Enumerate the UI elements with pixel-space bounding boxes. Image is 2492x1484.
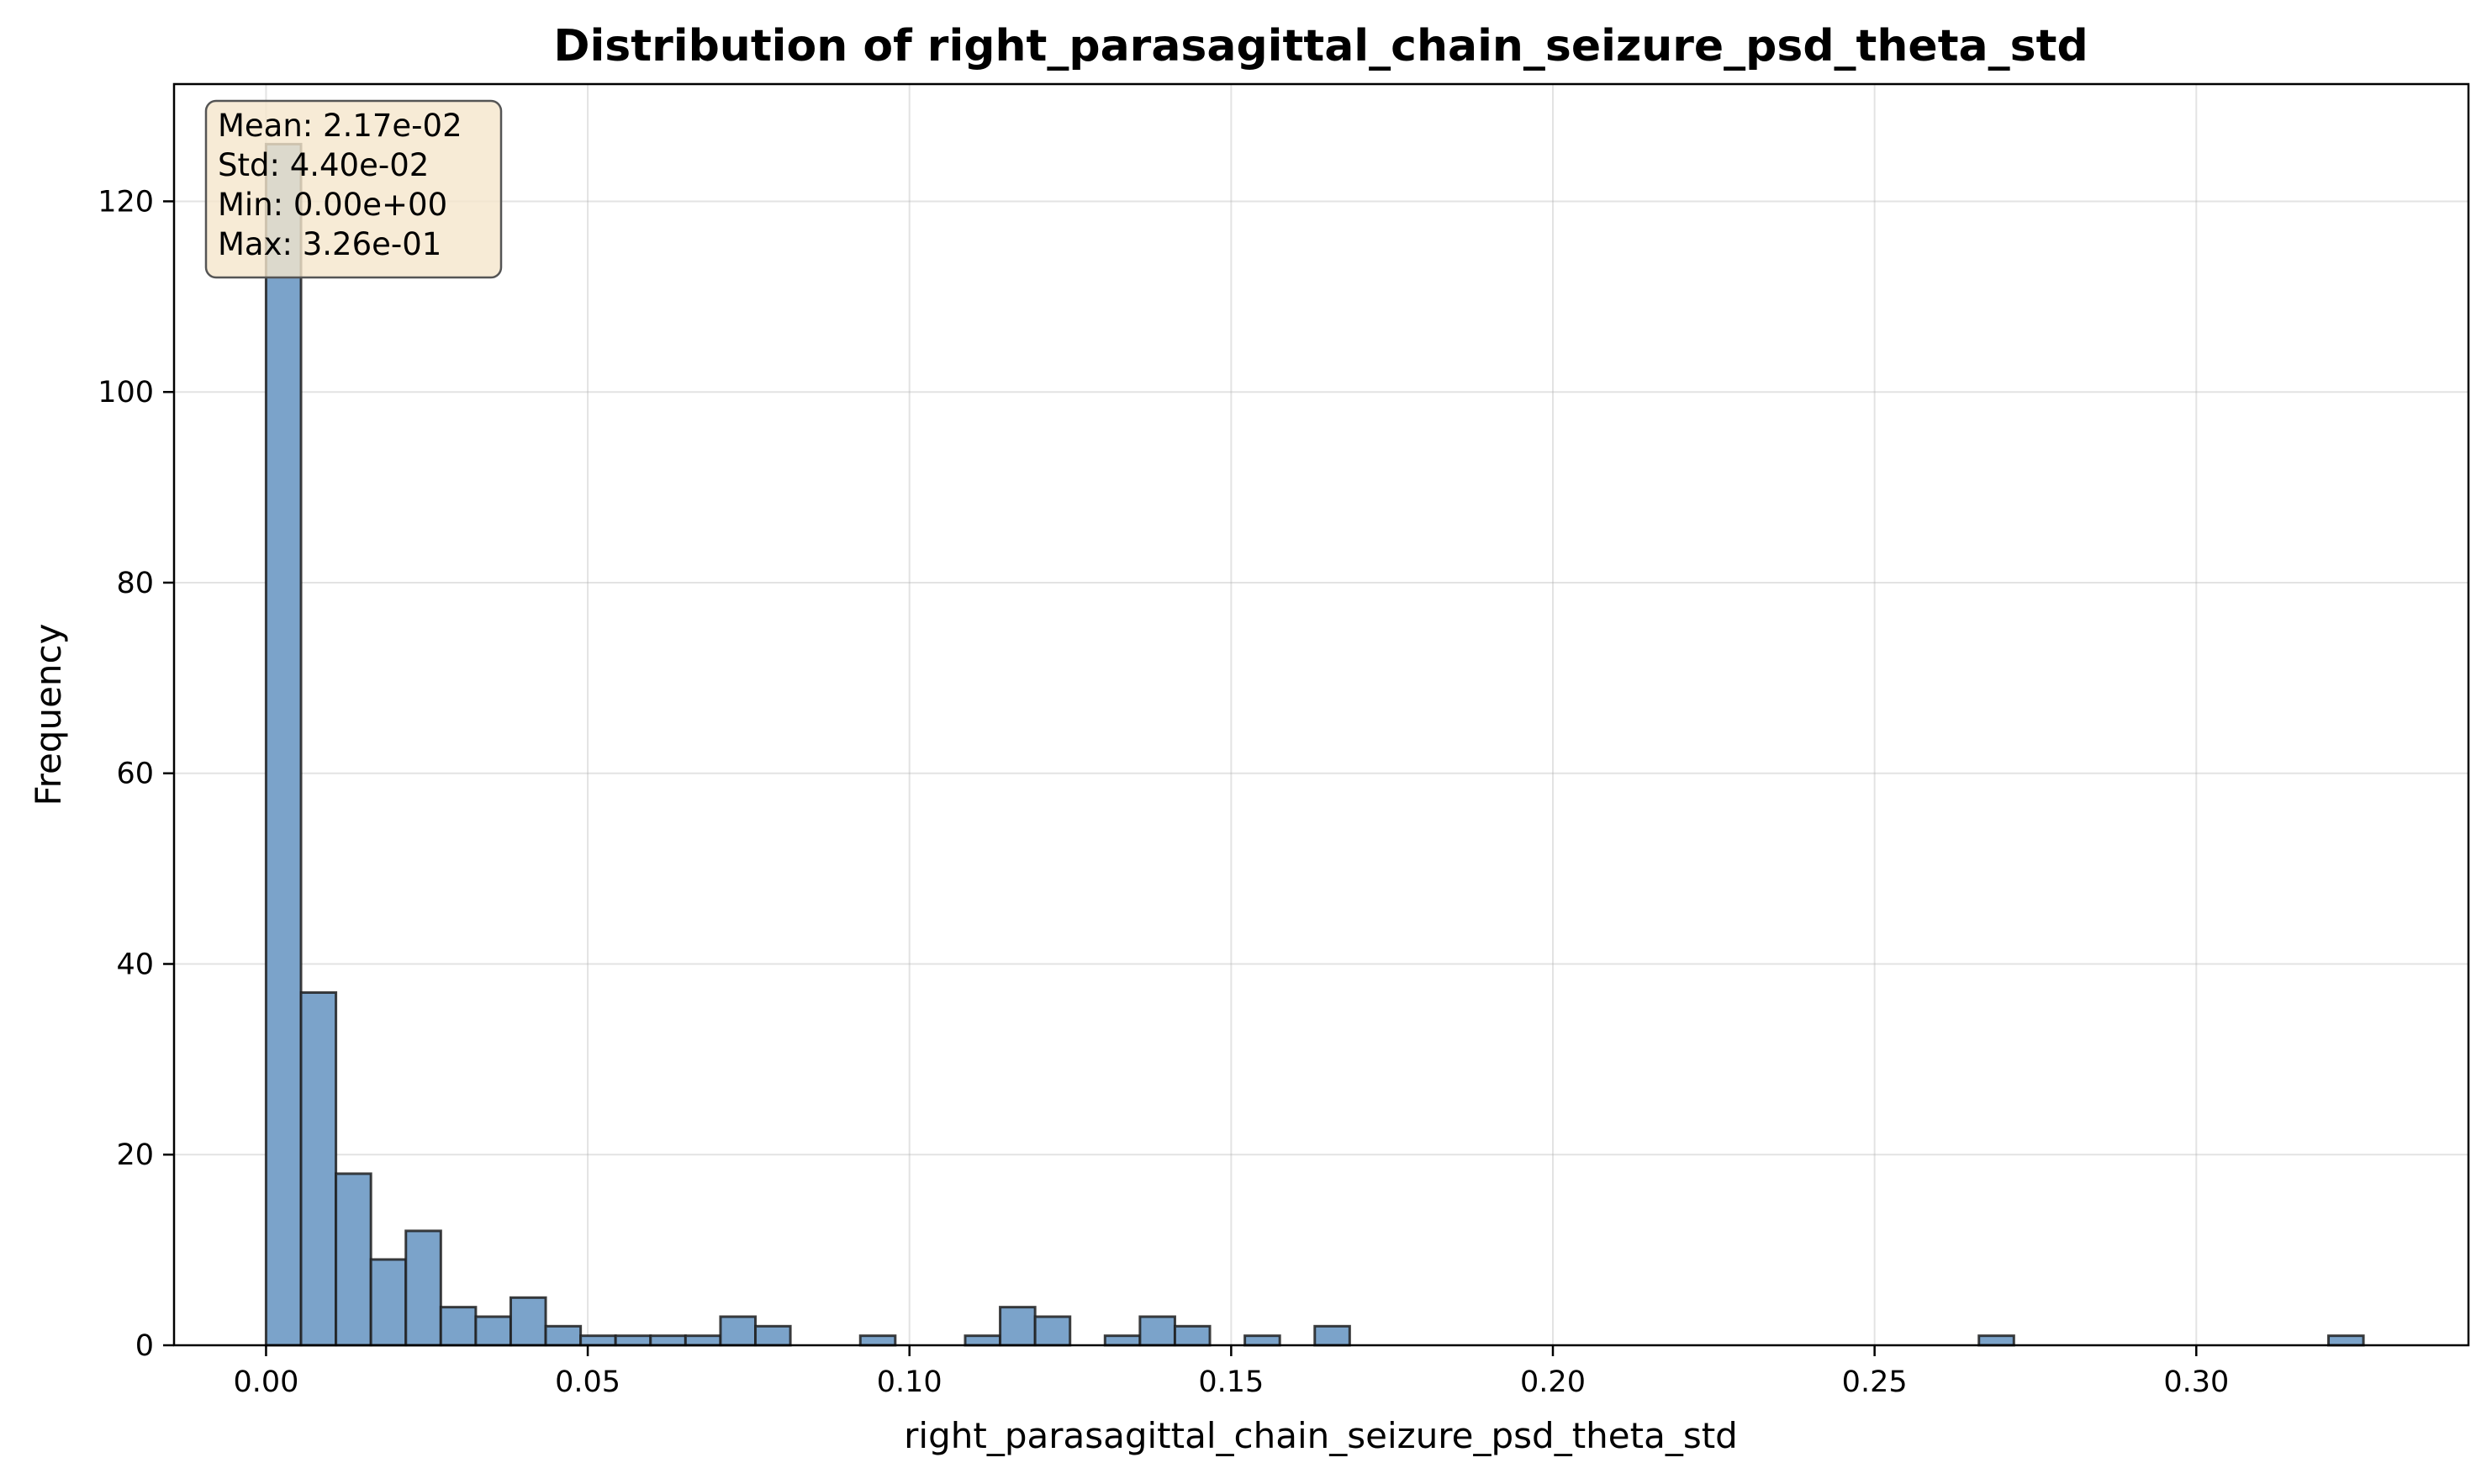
x-tick-label: 0.30 [2163,1365,2229,1399]
histogram-bar [369,1258,408,1347]
histogram-bar [649,1334,687,1347]
x-tick-label: 0.00 [233,1365,298,1399]
x-tick-label: 0.25 [1842,1365,1908,1399]
stats-std: Std: 4.40e-02 [218,147,429,183]
y-axis-label: Frequency [28,624,69,806]
histogram-bar [1173,1324,1212,1347]
histogram-bar [1977,1334,2015,1347]
histogram-bar [754,1324,792,1347]
x-axis-label: right_parasagittal_chain_seizure_psd_the… [904,1415,1738,1456]
stats-min: Min: 0.00e+00 [218,187,447,223]
histogram-bar [1243,1334,1281,1347]
x-tick-label: 0.20 [1520,1365,1586,1399]
histogram-bar [544,1324,583,1347]
histogram-bar [474,1315,512,1347]
histogram-bar [964,1334,1002,1347]
stats-box-background [204,99,503,279]
histogram-bar [858,1334,897,1347]
y-tick-label: 100 [98,376,154,409]
y-tick-label: 0 [135,1329,154,1363]
y-axis-ticks: 0 20 40 60 80 100 120 [98,185,174,1363]
histogram-bar [1313,1324,1351,1347]
histogram-bar [439,1306,478,1347]
histogram-bars [264,142,2365,1347]
y-tick-label: 120 [98,185,154,219]
histogram-bar [1033,1315,1072,1347]
x-axis-ticks: 0.00 0.05 0.10 0.15 0.20 0.25 0.30 [233,1345,2229,1399]
histogram-bar [614,1334,652,1347]
y-tick-label: 60 [116,758,154,791]
stats-mean: Mean: 2.17e-02 [218,108,462,144]
histogram-bar [999,1306,1037,1347]
histogram-bar [509,1296,547,1347]
histogram-bar [264,142,303,1347]
histogram-bar [1103,1334,1142,1347]
histogram-bar [2327,1334,2365,1347]
histogram-bar [579,1334,617,1347]
x-tick-label: 0.10 [877,1365,942,1399]
histogram-bar [684,1334,722,1347]
plot-frame [172,82,2470,1347]
chart-title: Distribution of right_parasagittal_chain… [553,21,2088,71]
histogram-bar [1138,1315,1176,1347]
histogram-bar [404,1229,442,1347]
y-tick-label: 40 [116,948,154,981]
x-tick-label: 0.15 [1198,1365,1264,1399]
histogram-bar [719,1315,758,1347]
histogram-bar [299,990,338,1347]
stats-box: Mean: 2.17e-02 Std: 4.40e-02 Min: 0.00e+… [204,99,503,279]
y-tick-label: 20 [116,1138,154,1172]
histogram-bar [335,1172,372,1347]
stats-max: Max: 3.26e-01 [218,226,441,262]
y-tick-label: 80 [116,567,154,600]
x-tick-label: 0.05 [555,1365,620,1399]
